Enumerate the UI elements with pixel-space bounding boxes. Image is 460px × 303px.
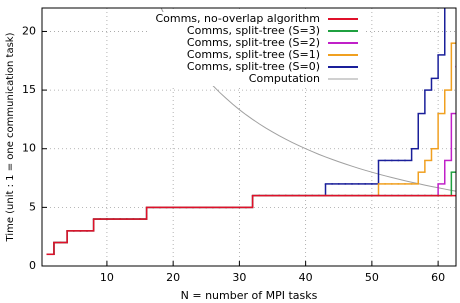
legend-label: Comms, no-overlap algorithm [155,12,320,25]
x-tick-label: 30 [232,271,246,284]
x-tick-label: 20 [166,271,180,284]
x-axis-label: N = number of MPI tasks [181,289,318,302]
y-tick-label: 15 [22,83,36,96]
x-tick-label: 10 [100,271,114,284]
series-lines [46,8,456,256]
y-tick-label: 10 [22,142,36,155]
legend-label: Computation [249,72,320,85]
legend-label: Comms, split-tree (S=0) [187,60,320,73]
y-tick-label: 5 [29,200,36,213]
legend-label: Comms, split-tree (S=3) [187,24,320,37]
x-tick-label: 60 [431,271,445,284]
legend-label: Comms, split-tree (S=1) [187,48,320,61]
legend-background [150,12,364,86]
x-tick-label: 40 [299,271,313,284]
y-tick-label: 20 [22,24,36,37]
plot-frame [41,7,457,267]
legend-label: Comms, split-tree (S=2) [187,36,320,49]
y-axis-label: Time (unit : 1 = one communication task) [5,32,16,242]
y-tick-label: 0 [29,259,36,272]
x-tick-label: 50 [365,271,379,284]
